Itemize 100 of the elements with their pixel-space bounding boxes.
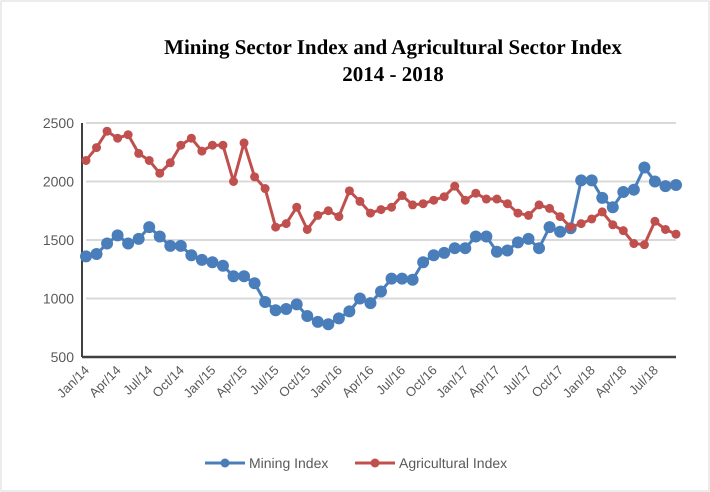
point — [228, 270, 240, 282]
point — [534, 200, 544, 210]
chart-title: Mining Sector Index and Agricultural Sector Index 2014 - 2018 — [164, 35, 622, 86]
point — [176, 140, 186, 150]
point — [166, 158, 175, 168]
y-tick-label: 1000 — [42, 290, 74, 306]
point — [398, 191, 407, 200]
point — [659, 180, 672, 192]
point — [576, 219, 586, 228]
point — [101, 238, 114, 250]
y-tick-label: 2500 — [42, 115, 74, 131]
point — [387, 202, 396, 212]
point — [492, 194, 502, 204]
point — [186, 134, 196, 143]
point — [324, 206, 333, 216]
point — [618, 226, 628, 236]
point — [502, 199, 512, 208]
point — [240, 138, 249, 148]
point — [617, 186, 630, 198]
point — [672, 230, 680, 239]
point — [197, 146, 206, 156]
point — [280, 303, 292, 316]
point — [143, 221, 156, 234]
point — [586, 174, 598, 186]
point — [448, 242, 461, 254]
point — [174, 240, 187, 252]
point — [144, 156, 154, 165]
point — [313, 210, 322, 220]
point — [80, 250, 92, 262]
point — [248, 277, 261, 290]
point — [438, 246, 450, 259]
legend-label: Mining Index — [249, 455, 328, 471]
point — [429, 196, 438, 205]
point — [575, 174, 588, 186]
point — [490, 246, 503, 258]
point — [292, 202, 302, 212]
point — [670, 179, 682, 192]
point — [522, 232, 534, 245]
point — [164, 240, 176, 252]
point — [354, 292, 366, 304]
point — [259, 296, 272, 308]
point — [376, 205, 386, 214]
point — [112, 229, 124, 242]
point — [629, 239, 638, 248]
point — [440, 192, 449, 202]
point — [196, 254, 208, 266]
point — [450, 182, 460, 191]
point — [124, 130, 133, 140]
point — [113, 134, 122, 143]
point — [418, 199, 428, 208]
point — [332, 312, 345, 324]
point — [334, 212, 344, 222]
point — [566, 222, 576, 232]
legend-label: Agricultural Index — [399, 455, 508, 471]
point — [406, 274, 419, 286]
y-tick-label: 2000 — [42, 174, 74, 190]
point — [524, 210, 533, 220]
point — [238, 270, 250, 282]
point — [122, 238, 134, 250]
point — [513, 208, 522, 218]
point — [545, 204, 554, 213]
point — [155, 168, 164, 178]
point — [587, 214, 596, 224]
point — [640, 240, 649, 250]
point — [344, 186, 354, 196]
point — [364, 297, 376, 310]
point — [366, 208, 375, 218]
point — [82, 156, 90, 165]
point — [648, 176, 661, 188]
point — [544, 221, 556, 234]
point — [417, 256, 430, 268]
point — [154, 230, 166, 242]
point — [501, 244, 514, 257]
y-tick-label: 1500 — [42, 232, 74, 248]
point — [260, 184, 270, 194]
point — [460, 196, 470, 205]
point — [650, 216, 660, 226]
point — [480, 230, 492, 242]
point — [282, 219, 291, 228]
point — [375, 285, 387, 298]
point — [608, 220, 618, 230]
point — [396, 272, 408, 285]
point — [459, 242, 472, 254]
point — [302, 224, 312, 234]
point — [512, 236, 524, 248]
point — [270, 304, 282, 316]
point — [90, 248, 103, 260]
point — [132, 232, 145, 245]
point — [428, 249, 440, 262]
point — [355, 196, 364, 206]
point — [386, 272, 398, 285]
point — [470, 230, 482, 242]
point — [660, 224, 670, 234]
point — [185, 249, 198, 262]
point — [533, 242, 546, 254]
point — [554, 226, 566, 238]
point — [218, 140, 228, 150]
point — [229, 177, 238, 186]
point — [471, 188, 480, 198]
point — [606, 201, 619, 214]
